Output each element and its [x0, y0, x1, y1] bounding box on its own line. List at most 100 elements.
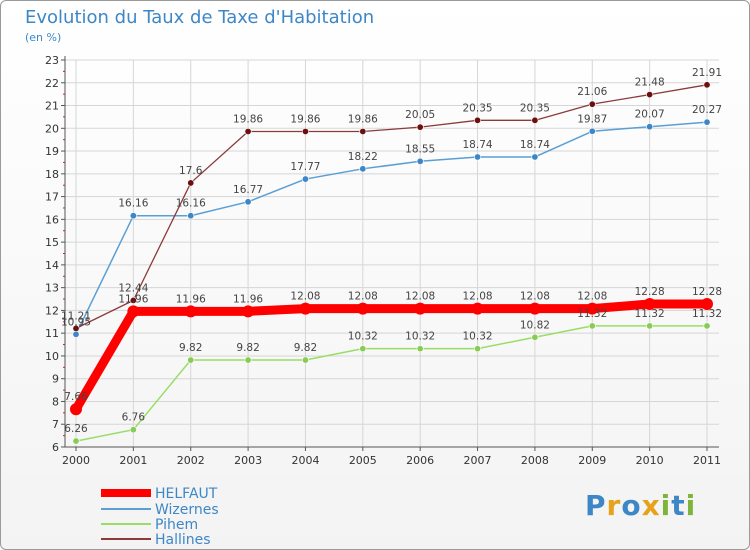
- data-point: [127, 305, 140, 318]
- legend-label-pihem: Pihem: [155, 517, 198, 533]
- data-point: [588, 322, 596, 330]
- data-label: 20.27: [692, 104, 722, 116]
- y-tick-label: 18: [45, 168, 59, 181]
- data-label: 12.08: [405, 291, 435, 303]
- y-tick-label: 14: [45, 259, 59, 272]
- data-point: [531, 333, 539, 341]
- data-point: [299, 302, 312, 315]
- data-label: 19.86: [233, 113, 263, 125]
- data-label: 12.28: [635, 286, 665, 298]
- data-label: 20.35: [520, 102, 550, 114]
- chart-title: Evolution du Taux de Taxe d'Habitation: [25, 7, 375, 28]
- data-point: [474, 116, 482, 124]
- y-tick-label: 10: [45, 350, 59, 363]
- axes-layer: 6 7 8 9 10 11 12 13 14 15 16 17 18 19 20 21 22 23 2000 2001…: [45, 54, 721, 467]
- data-point: [356, 302, 369, 315]
- y-tick-label: 17: [45, 191, 59, 204]
- data-point: [703, 118, 711, 126]
- y-tick-label: 23: [45, 54, 59, 67]
- legend-label-wizernes: Wizernes: [155, 502, 219, 518]
- proxiti-logo: Proxiti: [585, 489, 697, 522]
- grid-layer: [65, 59, 719, 448]
- data-point: [301, 175, 309, 183]
- data-label: 11.32: [577, 308, 607, 320]
- y-tick-label: 7: [52, 418, 59, 431]
- data-label: 12.08: [463, 291, 493, 303]
- data-point: [242, 305, 255, 318]
- y-tick-label: 13: [45, 282, 59, 295]
- data-label: 21.06: [577, 86, 607, 98]
- y-tick-label: 9: [52, 373, 59, 386]
- data-point: [414, 302, 427, 315]
- data-label: 18.55: [405, 143, 435, 155]
- data-point: [244, 198, 252, 206]
- data-point: [646, 91, 654, 99]
- data-label: 10.82: [520, 319, 550, 331]
- legend-label-hallines: Hallines: [155, 532, 211, 548]
- data-point: [416, 345, 424, 353]
- x-tick-label: 2005: [349, 454, 377, 467]
- x-tick-label: 2010: [636, 454, 664, 467]
- data-label: 10.32: [348, 331, 378, 343]
- data-point: [701, 298, 713, 311]
- data-label: 20.05: [405, 109, 435, 121]
- y-tick-label: 12: [45, 304, 59, 317]
- data-label: 12.08: [520, 291, 550, 303]
- data-label: 9.82: [294, 342, 317, 354]
- data-label: 11.32: [635, 308, 665, 320]
- y-tick-label: 8: [52, 395, 59, 408]
- x-tick-label: 2008: [521, 454, 549, 467]
- series-line: [71, 299, 712, 414]
- series-line: [75, 121, 708, 336]
- data-point: [129, 426, 137, 434]
- data-label: 11.96: [176, 293, 206, 305]
- y-tick-label: 15: [45, 236, 59, 249]
- x-tick-label: 2002: [177, 454, 205, 467]
- data-point: [528, 302, 541, 315]
- legend-label-helfaut: HELFAUT: [155, 486, 218, 502]
- data-point: [187, 212, 195, 220]
- data-label: 10.32: [463, 331, 493, 343]
- data-label: 7.66: [64, 391, 88, 403]
- data-point: [72, 330, 80, 338]
- data-label: 11.96: [118, 293, 148, 305]
- series-line: [75, 84, 708, 330]
- data-label: 9.82: [236, 342, 259, 354]
- series-line: [75, 325, 708, 442]
- data-point: [646, 123, 654, 131]
- data-point: [187, 179, 195, 187]
- data-label: 19.87: [577, 113, 607, 125]
- data-point: [244, 356, 252, 364]
- data-point: [474, 153, 482, 161]
- y-tick-label: 21: [45, 100, 59, 113]
- data-label: 12.28: [692, 286, 722, 298]
- data-label: 17.6: [179, 165, 203, 177]
- data-label: 12.44: [118, 282, 148, 294]
- data-point: [129, 212, 137, 220]
- data-label: 21.48: [635, 77, 665, 89]
- data-point: [184, 305, 197, 318]
- data-label: 20.35: [463, 102, 493, 114]
- data-label: 16.16: [176, 198, 206, 210]
- data-label: 6.26: [64, 423, 88, 435]
- data-point: [531, 153, 539, 161]
- data-point: [588, 100, 596, 108]
- data-point: [129, 296, 137, 304]
- data-label: 10.32: [405, 331, 435, 343]
- x-tick-label: 2000: [62, 454, 90, 467]
- data-point: [531, 116, 539, 124]
- data-label: 16.16: [118, 198, 148, 210]
- data-point: [359, 345, 367, 353]
- data-label: 9.82: [179, 342, 202, 354]
- data-point: [474, 345, 482, 353]
- y-tick-label: 6: [52, 441, 59, 454]
- data-label: 11.32: [692, 308, 722, 320]
- data-point: [72, 324, 80, 332]
- y-tick-label: 16: [45, 213, 59, 226]
- data-label: 17.77: [290, 161, 320, 173]
- data-label: 18.22: [348, 151, 378, 163]
- data-point: [416, 123, 424, 131]
